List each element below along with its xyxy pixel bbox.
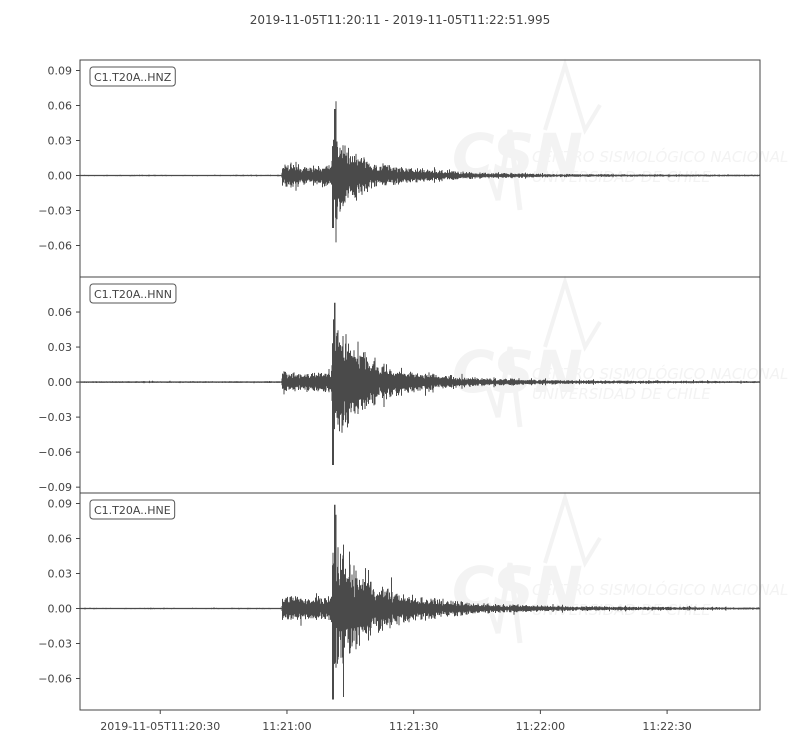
x-tick-label: 2019-11-05T11:20:30 bbox=[100, 720, 220, 733]
svg-text:C1.T20A..HNZ: C1.T20A..HNZ bbox=[94, 71, 172, 84]
y-tick-label: 0.00 bbox=[48, 376, 73, 389]
channel-label: C1.T20A..HNE bbox=[89, 499, 176, 520]
y-tick-label: −0.06 bbox=[38, 446, 72, 459]
svg-text:UNIVERSIDAD DE CHILE: UNIVERSIDAD DE CHILE bbox=[532, 385, 711, 403]
svg-text:C1.T20A..HNE: C1.T20A..HNE bbox=[94, 504, 171, 517]
y-tick-label: −0.03 bbox=[38, 638, 72, 651]
waveform-trace bbox=[79, 302, 761, 465]
channel-label: C1.T20A..HNN bbox=[89, 283, 177, 304]
y-tick-label: 0.09 bbox=[48, 498, 73, 511]
x-tick-label: 11:22:30 bbox=[642, 720, 691, 733]
y-tick-label: −0.03 bbox=[38, 205, 72, 218]
y-tick-label: 0.03 bbox=[48, 341, 73, 354]
svg-text:CENTRO SISMOLÓGICO NACIONAL: CENTRO SISMOLÓGICO NACIONAL bbox=[532, 147, 788, 166]
svg-text:CENTRO SISMOLÓGICO NACIONAL: CENTRO SISMOLÓGICO NACIONAL bbox=[532, 364, 788, 383]
y-tick-label: 0.00 bbox=[48, 170, 73, 183]
y-tick-label: 0.00 bbox=[48, 603, 73, 616]
channel-label: C1.T20A..HNZ bbox=[89, 66, 176, 87]
x-tick-label: 11:21:00 bbox=[262, 720, 311, 733]
chart-title: 2019-11-05T11:20:11 - 2019-11-05T11:22:5… bbox=[249, 13, 551, 27]
y-tick-label: 0.06 bbox=[48, 100, 73, 113]
y-tick-label: 0.03 bbox=[48, 568, 73, 581]
svg-text:UNIVERSIDAD DE CHILE: UNIVERSIDAD DE CHILE bbox=[532, 168, 711, 186]
y-tick-label: 0.06 bbox=[48, 533, 73, 546]
y-tick-label: 0.09 bbox=[48, 65, 73, 78]
svg-text:CENTRO SISMOLÓGICO NACIONAL: CENTRO SISMOLÓGICO NACIONAL bbox=[532, 580, 788, 599]
y-tick-label: −0.03 bbox=[38, 411, 72, 424]
y-tick-label: −0.06 bbox=[38, 240, 72, 253]
y-tick-label: −0.06 bbox=[38, 673, 72, 686]
y-tick-label: 0.03 bbox=[48, 135, 73, 148]
svg-text:C1.T20A..HNN: C1.T20A..HNN bbox=[94, 288, 172, 301]
axes-frame bbox=[79, 492, 761, 711]
x-tick-label: 11:21:30 bbox=[389, 720, 438, 733]
y-tick-label: 0.06 bbox=[48, 306, 73, 319]
y-tick-label: −0.09 bbox=[38, 481, 72, 494]
x-tick-label: 11:22:00 bbox=[516, 720, 565, 733]
